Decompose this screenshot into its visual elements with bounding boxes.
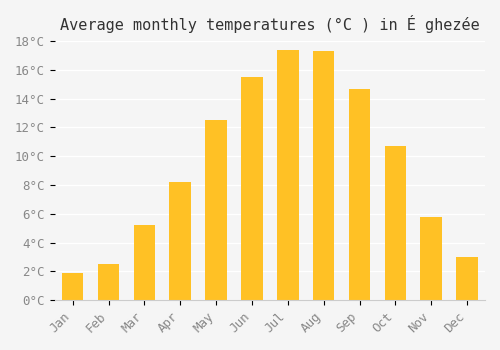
Bar bbox=[384, 146, 406, 300]
Bar bbox=[206, 120, 227, 300]
Bar bbox=[134, 225, 155, 300]
Bar bbox=[313, 51, 334, 300]
Bar bbox=[241, 77, 262, 300]
Bar bbox=[348, 89, 370, 300]
Bar bbox=[62, 273, 84, 300]
Bar bbox=[420, 217, 442, 300]
Bar bbox=[170, 182, 191, 300]
Bar bbox=[456, 257, 478, 300]
Title: Average monthly temperatures (°C ) in É ghezée: Average monthly temperatures (°C ) in É … bbox=[60, 15, 480, 33]
Bar bbox=[277, 50, 298, 300]
Bar bbox=[98, 264, 120, 300]
